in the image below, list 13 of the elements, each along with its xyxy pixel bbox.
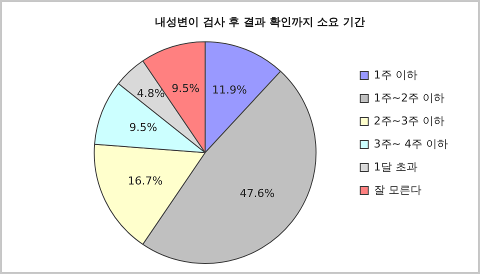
legend-label: 2주~3주 이하 [374, 114, 445, 128]
legend-label: 1주 이하 [374, 68, 418, 82]
data-label: 9.5% [129, 121, 158, 134]
legend-label: 잘 모른다 [374, 183, 422, 196]
data-label: 16.7% [128, 174, 163, 188]
chart-title: 내성변이 검사 후 결과 확인까지 소요 기간 [155, 15, 365, 28]
data-label: 11.9% [212, 84, 247, 97]
data-label: 47.6% [240, 186, 275, 200]
legend-label: 3주~ 4주 이하 [374, 137, 448, 150]
data-label: 9.5% [172, 82, 200, 95]
legend-label: 1주~2주 이하 [374, 91, 445, 104]
data-label: 4.8% [136, 86, 165, 100]
legend-label: 1달 초과 [374, 160, 418, 174]
